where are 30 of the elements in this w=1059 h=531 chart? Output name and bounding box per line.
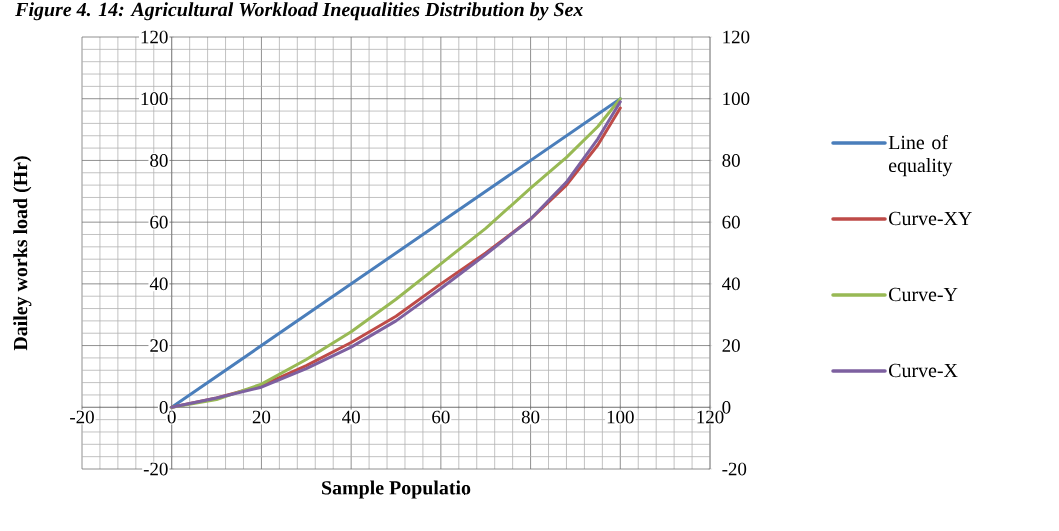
legend-label: Curve-XY [889, 211, 972, 226]
y-axis-title: Dailey works load (Hr) [13, 156, 32, 351]
legend-label: Line of equality [888, 134, 953, 177]
legend-label: Curve-X [889, 363, 958, 378]
y-tick-label: -20 [143, 462, 168, 476]
y-tick-label: 60 [150, 215, 168, 229]
x-tick-label: 80 [521, 410, 540, 424]
x-tick-label: 20 [252, 410, 271, 424]
y-tick-label: 100 [141, 92, 168, 106]
y2-tick-label: 120 [723, 30, 750, 44]
y-tick-label: 120 [141, 30, 168, 44]
x-axis-title: Sample Populatio [322, 480, 471, 499]
x-tick-label: 120 [697, 410, 724, 424]
x-tick-label: 100 [607, 410, 634, 424]
y2-tick-label: 100 [723, 92, 750, 106]
y2-tick-label: 0 [722, 400, 731, 414]
y-tick-label: 80 [150, 154, 168, 167]
y-tick-label: 20 [150, 339, 168, 352]
chart-title: Figure 4. 14: Agricultural Workload Inequalities Distribution by Sex [15, 2, 583, 21]
x-tick-label: -20 [70, 410, 94, 424]
y2-tick-label: 40 [722, 277, 740, 291]
y-tick-label: 40 [149, 277, 168, 291]
y2-tick-label: 20 [722, 339, 740, 352]
x-tick-label: 60 [432, 410, 450, 424]
y-tick-label: 0 [159, 400, 168, 414]
y2-tick-label: -20 [722, 462, 747, 476]
y2-tick-label: 60 [722, 215, 740, 229]
legend-label: Curve-Y [889, 287, 958, 302]
x-tick-label: 40 [342, 410, 360, 424]
y2-tick-label: 80 [722, 154, 740, 167]
